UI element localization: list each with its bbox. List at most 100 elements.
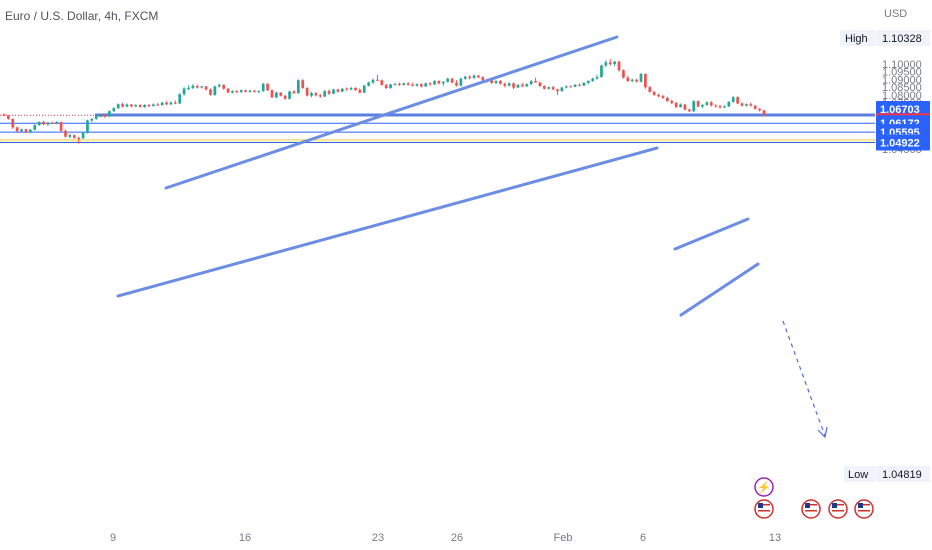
candle — [639, 72, 643, 83]
candle-body — [648, 87, 652, 92]
candle-body — [665, 98, 669, 102]
candle — [134, 104, 138, 108]
candle-body — [275, 92, 278, 98]
candle — [701, 104, 704, 109]
us-flag-event-icon[interactable] — [854, 499, 874, 519]
candle-body — [143, 104, 146, 108]
candle — [679, 103, 682, 108]
candle — [182, 87, 186, 96]
candle — [288, 90, 291, 100]
candle-body — [261, 83, 265, 92]
flag-stripe — [805, 510, 817, 512]
candle — [226, 87, 230, 94]
candle — [103, 115, 107, 119]
economic-events-layer[interactable] — [754, 499, 874, 519]
candle-body — [46, 122, 50, 125]
candle-body — [332, 89, 335, 94]
candle — [393, 82, 397, 86]
candle — [604, 60, 608, 68]
candle — [358, 88, 362, 94]
candle — [534, 77, 537, 83]
lightning-event-icon[interactable]: ⚡ — [754, 477, 774, 497]
candle-body — [547, 87, 551, 89]
candle-body — [130, 104, 133, 107]
candle — [305, 87, 309, 97]
candle-body — [55, 122, 59, 124]
candle-body — [529, 81, 533, 85]
candle — [600, 64, 603, 78]
candle-body — [538, 82, 542, 86]
candle-body — [446, 78, 450, 82]
candle — [516, 84, 520, 88]
candle — [99, 114, 103, 118]
candle-body — [367, 82, 370, 86]
candle — [384, 84, 388, 90]
us-flag-event-icon[interactable] — [801, 499, 821, 519]
candle-body — [270, 90, 274, 98]
candle-body — [749, 104, 753, 106]
candle — [248, 89, 252, 93]
candle-body — [195, 85, 199, 88]
candle — [415, 83, 419, 87]
candle-body — [15, 127, 19, 132]
candle — [503, 82, 507, 88]
svg-text:1.10328: 1.10328 — [882, 33, 922, 45]
candle-body — [2, 114, 6, 116]
candle-body — [507, 83, 511, 86]
candle-body — [77, 137, 81, 139]
candle-body — [37, 122, 41, 126]
flag-stripe — [858, 504, 870, 506]
candle-body — [736, 97, 740, 104]
candle — [270, 89, 274, 99]
candle — [204, 85, 208, 91]
price-label-text: 1.06703 — [880, 104, 920, 116]
candle — [573, 84, 577, 88]
candle — [411, 82, 414, 87]
candle — [332, 88, 335, 95]
candle-body — [494, 81, 498, 83]
candle-body — [758, 108, 761, 111]
candle-body — [718, 106, 722, 108]
candle — [371, 78, 375, 85]
candle — [323, 90, 327, 98]
candle — [499, 79, 502, 85]
candle-body — [217, 84, 221, 87]
candle — [727, 101, 731, 108]
candle — [578, 83, 581, 87]
candle — [472, 74, 476, 79]
candle-body — [683, 104, 687, 110]
candle-body — [327, 91, 331, 94]
candle-body — [630, 79, 634, 82]
us-flag-event-icon[interactable] — [828, 499, 848, 519]
candle — [231, 90, 234, 94]
flag-stripe — [805, 507, 817, 509]
svg-text:Low: Low — [848, 469, 868, 481]
candle-body — [740, 103, 744, 106]
candle — [424, 82, 428, 87]
candle-body — [674, 102, 678, 108]
candle — [217, 83, 221, 88]
candle — [340, 87, 344, 93]
candle — [723, 105, 726, 109]
candle-body — [108, 111, 111, 117]
candle — [152, 103, 155, 107]
candle-body — [42, 122, 45, 125]
candle — [279, 92, 283, 97]
candle — [648, 85, 652, 93]
candle — [398, 82, 401, 86]
candle-body — [209, 89, 212, 95]
candle — [740, 102, 744, 107]
candle-body — [437, 81, 441, 84]
candle-body — [450, 78, 454, 83]
x-tick-label: 23 — [372, 532, 384, 544]
us-flag-event-icon[interactable] — [754, 499, 774, 519]
candle-body — [705, 102, 709, 105]
candle — [419, 83, 423, 88]
candle — [169, 101, 173, 105]
x-tick-label: 6 — [640, 532, 646, 544]
candle — [301, 79, 305, 89]
candle-body — [389, 84, 392, 88]
candle — [130, 103, 133, 108]
candle-body — [160, 102, 164, 105]
